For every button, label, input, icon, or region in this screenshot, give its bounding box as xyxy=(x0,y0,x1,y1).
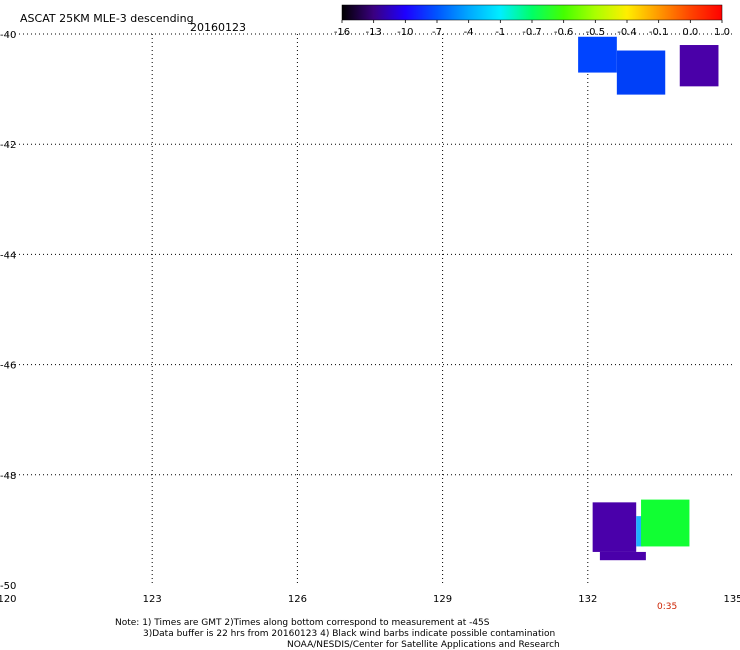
y-tick-label: -48 xyxy=(0,471,16,482)
colorbar-tick-label: 1.0 xyxy=(714,27,730,38)
colorbar-tick-label: -0.5 xyxy=(586,27,606,38)
data-cell xyxy=(636,516,644,547)
note-line-2: 3)Data buffer is 22 hrs from 20160123 4)… xyxy=(143,629,555,639)
x-tick-label: 123 xyxy=(143,594,162,605)
data-cell xyxy=(641,499,690,547)
colorbar-tick-label: -4 xyxy=(464,27,474,38)
y-tick-label: -40 xyxy=(0,30,16,41)
y-tick-label: -44 xyxy=(0,250,16,261)
colorbar-gradient xyxy=(341,4,723,21)
x-tick-label: 132 xyxy=(578,594,597,605)
y-tick-label: -46 xyxy=(0,361,16,372)
note-line-3: NOAA/NESDIS/Center for Satellite Applica… xyxy=(287,640,560,650)
data-cell xyxy=(679,45,719,87)
grid-lines xyxy=(7,33,733,585)
colorbar-tick-label: -7 xyxy=(432,27,442,38)
colorbar: -16 -13 -10 -7 -4 -1 -0.7 -0.6 -0.5 -0.4 -0.1 0.0 1.… xyxy=(334,4,730,38)
y-tick-label: -50 xyxy=(0,581,16,592)
colorbar-tick-label: -16 xyxy=(334,27,350,38)
x-tick-label: 126 xyxy=(288,594,307,605)
data-cell xyxy=(599,551,646,561)
x-tick-label: 129 xyxy=(433,594,452,605)
axes: 120 123 126 129 132 135 -40 -42 -44 -46 -48 -50 xyxy=(0,30,740,605)
x-tick-label: 135 xyxy=(723,594,740,605)
colorbar-tick-label: -0.7 xyxy=(522,27,542,38)
colorbar-tick-label: 0.0 xyxy=(682,27,698,38)
colorbar-tick-label: -0.1 xyxy=(649,27,669,38)
data-cell xyxy=(592,502,637,552)
colorbar-tick-label: -0.6 xyxy=(554,27,574,38)
note-line-1: Note: 1) Times are GMT 2)Times along bot… xyxy=(115,618,490,628)
time-label: 0:35 xyxy=(657,602,677,612)
chart-title: ASCAT 25KM MLE-3 descending xyxy=(20,12,194,25)
data-cells xyxy=(578,36,719,561)
data-cell xyxy=(616,50,666,95)
data-cell xyxy=(578,36,617,73)
y-tick-label: -42 xyxy=(0,140,16,151)
colorbar-tick-label: -1 xyxy=(495,27,505,38)
colorbar-tick-label: -10 xyxy=(397,27,413,38)
x-tick-label: 120 xyxy=(0,594,17,605)
colorbar-tick-label: -0.4 xyxy=(617,27,637,38)
chart-date: 20160123 xyxy=(190,21,246,34)
colorbar-tick-label: -13 xyxy=(365,27,381,38)
